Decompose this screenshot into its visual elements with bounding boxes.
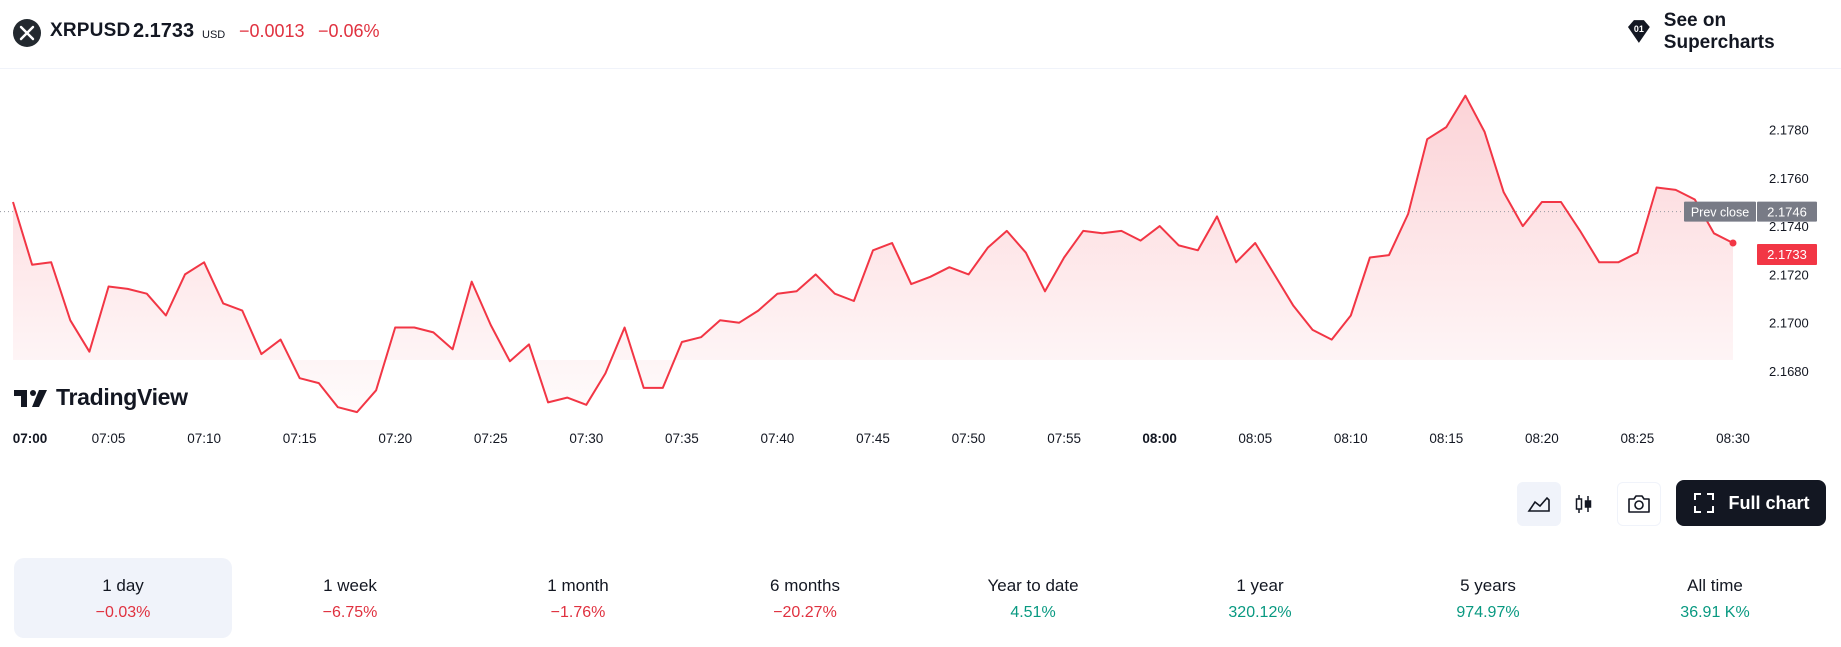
x-tick-label: 08:25 <box>1621 431 1655 446</box>
x-tick-label: 08:30 <box>1716 431 1750 446</box>
x-tick-label: 07:35 <box>665 431 699 446</box>
period-1-day[interactable]: 1 day −0.03% <box>14 558 232 638</box>
symbol-name: XRPUSD <box>50 20 131 41</box>
x-tick-label: 07:55 <box>1047 431 1081 446</box>
svg-text:01: 01 <box>1634 24 1644 34</box>
xrp-logo-icon <box>13 19 41 47</box>
y-tick-label: 2.1680 <box>1769 364 1809 379</box>
tradingview-logo-icon <box>14 389 47 407</box>
prev-close-value-tag <box>1757 201 1817 222</box>
y-tick-label: 2.1760 <box>1769 171 1809 186</box>
x-tick-label: 08:20 <box>1525 431 1559 446</box>
symbol-change-percent: −0.06% <box>318 21 380 41</box>
area-chart-icon <box>1527 496 1550 512</box>
period-value: 320.12% <box>1228 604 1292 621</box>
y-tick-label: 2.1700 <box>1769 316 1809 331</box>
period-value: −6.75% <box>322 604 378 621</box>
period-5-years[interactable]: 5 years 974.97% <box>1379 558 1597 638</box>
period-value: 974.97% <box>1456 604 1520 621</box>
period-1-week[interactable]: 1 week −6.75% <box>241 558 459 638</box>
x-tick-label: 07:25 <box>474 431 508 446</box>
x-tick-label: 07:10 <box>187 431 221 446</box>
full-chart-label: Full chart <box>1728 492 1810 513</box>
period-label: 1 year <box>1236 576 1284 595</box>
prev-close-value: 2.1746 <box>1767 205 1807 220</box>
period-6-months[interactable]: 6 months −20.27% <box>696 558 914 638</box>
see-on-supercharts-link[interactable]: 01 See on Supercharts <box>1624 10 1841 53</box>
x-tick-label: 07:45 <box>856 431 890 446</box>
period-label: 6 months <box>770 576 840 595</box>
period-1-year[interactable]: 1 year 320.12% <box>1151 558 1369 638</box>
x-tick-label: 08:15 <box>1429 431 1463 446</box>
supercharts-icon: 01 <box>1627 20 1650 43</box>
symbol-change: −0.0013 <box>239 21 305 41</box>
period-performance-bar: 1 day −0.03% 1 week −6.75% 1 month −1.76… <box>14 558 1826 638</box>
symbol-header: XRPUSD 2.1733 USD −0.0013 −0.06% 01 See … <box>0 0 1841 69</box>
period-all-time[interactable]: All time 36.91 K% <box>1606 558 1824 638</box>
y-tick-label: 2.1780 <box>1769 123 1809 138</box>
price-line <box>12 94 1734 414</box>
x-tick-label: 07:30 <box>569 431 603 446</box>
period-value: 4.51% <box>1010 604 1056 621</box>
tradingview-wordmark: TradingView <box>56 384 188 410</box>
period-1-month[interactable]: 1 month −1.76% <box>469 558 687 638</box>
prev-close-label: Prev close <box>1691 206 1749 220</box>
period-value: −20.27% <box>773 604 837 621</box>
period-label: Year to date <box>987 576 1079 595</box>
x-tick-label: 07:20 <box>378 431 412 446</box>
symbol-currency: USD <box>202 29 226 41</box>
period-value: −1.76% <box>550 604 606 621</box>
y-tick-label: 2.1740 <box>1769 219 1809 234</box>
last-price-tag <box>1757 244 1817 266</box>
period-label: 5 years <box>1460 576 1516 595</box>
symbol-price: 2.1733 <box>133 20 195 42</box>
period-label: 1 week <box>323 576 377 595</box>
supercharts-label: See on Supercharts <box>1663 10 1775 53</box>
fullscreen-icon <box>1694 493 1715 513</box>
period-year-to-date[interactable]: Year to date 4.51% <box>924 558 1142 638</box>
y-tick-label: 2.1720 <box>1769 267 1809 282</box>
area-chart-type-button[interactable] <box>1517 482 1561 526</box>
x-tick-label: 07:15 <box>283 431 317 446</box>
camera-icon <box>1628 495 1650 513</box>
tradingview-logo: TradingView <box>14 384 188 411</box>
period-value: −0.03% <box>95 604 151 621</box>
x-tick-label: 07:05 <box>92 431 126 446</box>
x-tick-label: 08:00 <box>1142 431 1177 446</box>
prev-close-tag <box>1684 201 1756 222</box>
candles-chart-type-button[interactable] <box>1561 482 1605 526</box>
price-area-fill <box>13 95 1733 413</box>
x-tick-label: 08:05 <box>1238 431 1272 446</box>
period-label: 1 day <box>102 576 144 595</box>
snapshot-button[interactable] <box>1617 482 1661 526</box>
last-price-value: 2.1733 <box>1767 247 1807 262</box>
period-label: All time <box>1687 576 1743 595</box>
candlestick-icon <box>1575 495 1592 513</box>
x-tick-label: 07:40 <box>761 431 795 446</box>
x-tick-label: 08:10 <box>1334 431 1368 446</box>
last-price-dot <box>1729 239 1737 247</box>
period-label: 1 month <box>547 576 609 595</box>
x-tick-label: 07:50 <box>952 431 986 446</box>
x-tick-label: 07:00 <box>13 431 48 446</box>
price-chart[interactable]: 2.1680 2.1700 2.1720 2.1740 2.1760 2.1780 Prev… <box>0 68 1841 460</box>
period-value: 36.91 K% <box>1680 604 1750 621</box>
full-chart-button[interactable]: Full chart <box>1676 480 1826 526</box>
